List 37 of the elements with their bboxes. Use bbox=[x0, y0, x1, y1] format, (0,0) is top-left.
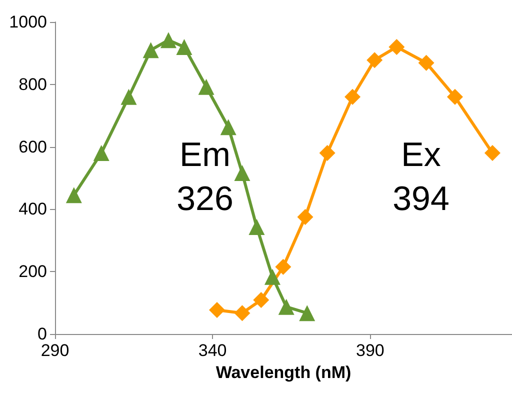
y-tick-label: 1000 bbox=[9, 12, 47, 32]
point bbox=[234, 305, 250, 322]
y-tick-label: 600 bbox=[18, 137, 47, 156]
point bbox=[176, 38, 192, 55]
point bbox=[297, 209, 314, 225]
point bbox=[299, 305, 316, 322]
x-axis-title: Wavelength (nM) bbox=[216, 363, 352, 382]
point bbox=[484, 145, 500, 162]
point bbox=[278, 298, 294, 315]
point bbox=[446, 88, 463, 105]
point bbox=[275, 258, 292, 275]
point bbox=[366, 52, 383, 68]
point bbox=[66, 187, 82, 204]
point bbox=[248, 218, 265, 235]
point bbox=[264, 268, 280, 285]
point bbox=[160, 32, 176, 48]
point bbox=[418, 54, 434, 71]
x-tick-label: 340 bbox=[198, 341, 227, 360]
point bbox=[319, 145, 336, 162]
x-tick-label: 290 bbox=[40, 341, 70, 360]
y-tick-label: 200 bbox=[18, 262, 47, 282]
point bbox=[220, 119, 236, 136]
point bbox=[234, 165, 250, 182]
y-tick-label: 400 bbox=[18, 200, 47, 219]
y-tick-label: 800 bbox=[18, 74, 47, 94]
point bbox=[120, 88, 137, 105]
annotation: Ex 394 bbox=[392, 136, 450, 218]
point bbox=[344, 88, 361, 105]
x-tick-label: 390 bbox=[356, 341, 384, 360]
y-tick-label: 0 bbox=[38, 324, 47, 344]
point bbox=[209, 302, 225, 318]
annotation: Em 326 bbox=[176, 136, 234, 218]
point bbox=[388, 38, 405, 55]
point bbox=[198, 78, 214, 95]
point bbox=[93, 145, 110, 162]
point bbox=[253, 292, 270, 308]
point bbox=[142, 42, 159, 58]
